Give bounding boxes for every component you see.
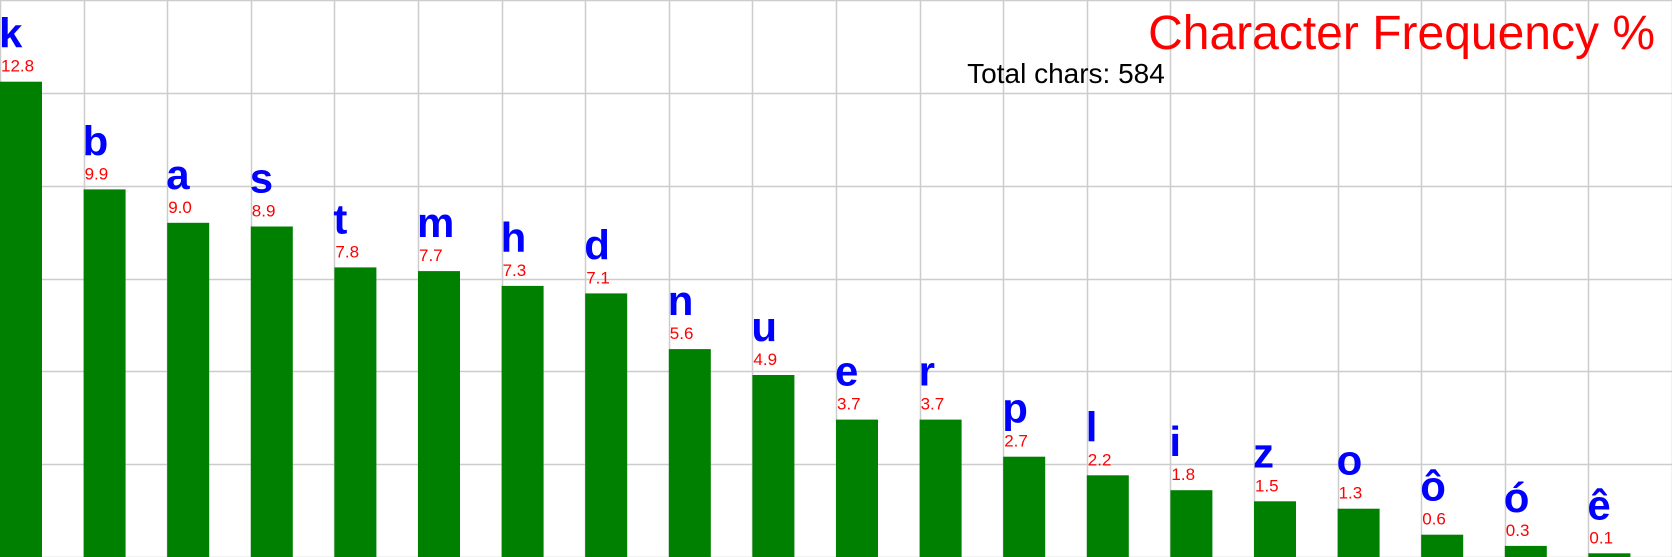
bar-value-label: 8.9 (252, 202, 276, 221)
bar-7 (585, 293, 628, 557)
bar-6 (501, 285, 544, 557)
bar-category-label: p (1002, 385, 1028, 432)
bar-13 (1086, 475, 1129, 557)
bar-2 (167, 222, 210, 557)
bar-1 (83, 189, 126, 557)
chart-title: Character Frequency % (1148, 7, 1655, 60)
bar-category-label: h (501, 214, 527, 261)
bar-11 (919, 419, 962, 557)
bar-value-label: 7.3 (503, 261, 527, 280)
bar-value-label: 1.5 (1255, 476, 1279, 495)
bar-category-label: ó (1504, 474, 1530, 521)
bar-category-label: ô (1420, 463, 1446, 510)
bar-category-label: ê (1587, 481, 1610, 528)
bar-19 (1588, 553, 1631, 557)
total-chars-label: Total chars: 584 (967, 58, 1165, 89)
bar-value-label: 1.3 (1339, 484, 1363, 503)
bar-category-label: m (417, 199, 454, 246)
bar-category-label: z (1253, 429, 1274, 476)
bar-category-label: r (919, 348, 935, 395)
bar-category-label: t (333, 195, 347, 242)
bar-value-label: 0.3 (1506, 521, 1530, 540)
bar-category-label: n (668, 277, 694, 324)
bar-value-label: 5.6 (670, 324, 694, 343)
bar-value-label: 0.6 (1422, 510, 1446, 529)
bar-0 (0, 81, 42, 557)
bar-17 (1421, 534, 1464, 557)
bar-15 (1254, 501, 1296, 557)
bar-14 (1170, 490, 1213, 557)
bar-value-label: 4.9 (753, 350, 777, 369)
bar-9 (752, 375, 795, 557)
bar-value-label: 9.0 (168, 198, 192, 217)
bar-category-label: s (250, 155, 273, 202)
bar-16 (1337, 508, 1380, 557)
bar-category-label: e (835, 348, 858, 395)
bar-value-label: 3.7 (837, 395, 861, 414)
bar-category-label: o (1337, 437, 1363, 484)
bar-value-label: 1.8 (1171, 465, 1195, 484)
bar-category-label: a (166, 151, 190, 198)
bar-4 (334, 267, 377, 557)
bar-value-label: 7.1 (586, 268, 610, 287)
bar-value-label: 9.9 (85, 164, 109, 183)
bar-category-label: k (0, 10, 23, 57)
bar-category-label: l (1086, 403, 1098, 450)
bar-value-label: 0.1 (1589, 528, 1613, 547)
bar-18 (1504, 545, 1547, 557)
bar-5 (418, 271, 460, 557)
bar-8 (668, 349, 711, 557)
bar-category-label: u (751, 303, 777, 350)
bar-category-label: d (584, 221, 610, 268)
bar-category-label: i (1169, 418, 1181, 465)
bar-3 (250, 226, 293, 557)
bars (0, 81, 1631, 557)
bar-value-label: 12.8 (1, 57, 34, 76)
bar-value-label: 7.7 (419, 246, 443, 265)
bar-category-label: b (83, 117, 109, 164)
bar-value-label: 2.2 (1088, 450, 1112, 469)
bar-value-label: 3.7 (921, 395, 945, 414)
bar-12 (1003, 456, 1046, 557)
bar-labels: 12.8k 9.9b 9.0a 8.9s 7.8t 7.7m 7.3h 7.1d 5.6n 4.9… (0, 10, 1613, 548)
bar-value-label: 7.8 (335, 242, 359, 261)
bar-10 (836, 419, 878, 557)
bar-value-label: 2.7 (1004, 432, 1028, 451)
